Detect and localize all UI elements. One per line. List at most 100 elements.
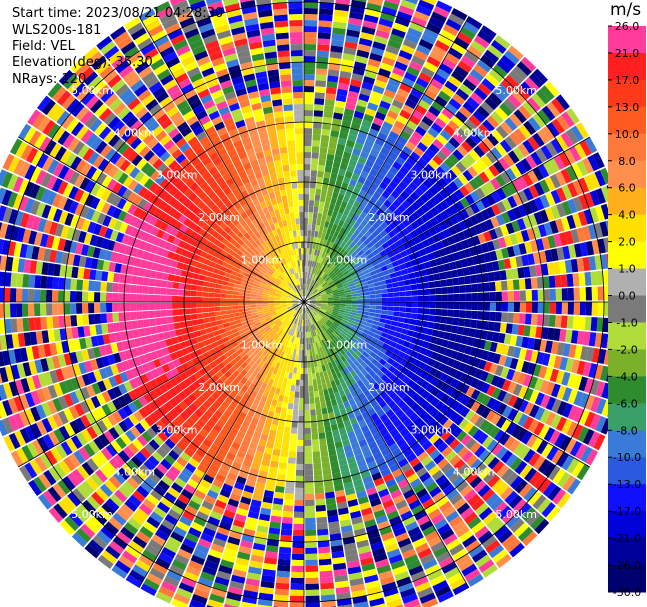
velocity-bin (256, 297, 263, 300)
velocity-bin (172, 288, 179, 296)
velocity-bin (232, 294, 239, 299)
velocity-bin (501, 379, 512, 392)
velocity-bin (412, 264, 420, 272)
velocity-bin (323, 202, 330, 210)
velocity-bin (4, 303, 11, 318)
velocity-bin (475, 187, 486, 200)
velocity-bin (363, 302, 370, 306)
velocity-bin (464, 375, 474, 386)
velocity-bin (337, 421, 345, 430)
velocity-bin (314, 92, 325, 100)
velocity-bin (417, 451, 429, 462)
velocity-bin (318, 14, 333, 22)
velocity-bin (313, 308, 320, 313)
velocity-bin (333, 302, 340, 304)
velocity-bin (495, 174, 507, 187)
velocity-bin (337, 263, 344, 270)
velocity-bin (359, 252, 367, 260)
velocity-bin (316, 284, 321, 290)
velocity-bin (418, 120, 431, 132)
velocity-bin (537, 164, 550, 179)
velocity-bin (568, 344, 577, 358)
velocity-bin (448, 471, 461, 484)
velocity-bin (166, 309, 173, 317)
velocity-bin (435, 257, 443, 266)
velocity-bin (366, 486, 378, 496)
velocity-bin (500, 171, 512, 184)
velocity-bin (356, 216, 364, 225)
velocity-bin (350, 346, 358, 353)
velocity-bin (100, 281, 107, 292)
velocity-bin (393, 208, 402, 218)
velocity-bin (305, 260, 309, 267)
velocity-bin (327, 184, 335, 192)
velocity-bin (220, 310, 227, 316)
velocity-bin (417, 420, 428, 431)
velocity-bin (409, 318, 417, 326)
velocity-bin (318, 26, 332, 34)
velocity-bin (327, 295, 334, 299)
velocity-bin (311, 224, 316, 231)
velocity-bin (328, 280, 335, 286)
velocity-bin (510, 475, 524, 490)
velocity-bin (384, 0, 401, 5)
velocity-bin (323, 388, 329, 396)
velocity-bin (464, 217, 474, 228)
velocity-bin (399, 82, 412, 93)
velocity-bin (314, 306, 321, 311)
velocity-bin (388, 329, 396, 336)
velocity-bin (475, 320, 484, 330)
velocity-bin (438, 479, 452, 491)
velocity-bin (304, 349, 307, 356)
velocity-bin (64, 290, 71, 302)
velocity-bin (345, 296, 352, 300)
velocity-bin (388, 151, 399, 161)
velocity-bin (326, 369, 332, 377)
velocity-bin (304, 260, 306, 267)
velocity-bin (595, 398, 607, 415)
velocity-bin (344, 310, 351, 315)
velocity-bin (545, 381, 556, 396)
velocity-bin (370, 446, 381, 456)
velocity-bin (341, 330, 348, 336)
velocity-bin (480, 209, 490, 221)
velocity-bin (517, 143, 530, 158)
velocity-bin (391, 360, 400, 369)
velocity-bin (304, 74, 315, 81)
velocity-bin (321, 299, 328, 301)
velocity-bin (307, 306, 313, 312)
velocity-bin (305, 493, 315, 500)
velocity-bin (279, 456, 288, 464)
velocity-bin (460, 55, 476, 69)
velocity-bin (226, 294, 233, 299)
velocity-bin (376, 225, 384, 234)
velocity-bin (154, 317, 162, 326)
velocity-bin (304, 433, 312, 440)
velocity-bin (513, 128, 527, 143)
velocity-bin (306, 343, 310, 350)
velocity-bin (392, 22, 408, 33)
velocity-bin (160, 302, 167, 310)
velocity-bin (380, 467, 392, 477)
velocity-bin (397, 213, 407, 223)
velocity-bin (444, 466, 457, 479)
velocity-bin (444, 375, 454, 386)
velocity-bin (416, 141, 428, 153)
velocity-bin (275, 576, 290, 584)
velocity-bin (166, 288, 173, 296)
velocity-bin (396, 10, 413, 22)
velocity-bin (419, 347, 428, 356)
velocity-bin (421, 33, 437, 45)
velocity-bin (535, 89, 551, 105)
velocity-bin (379, 100, 391, 110)
velocity-bin (418, 38, 434, 51)
velocity-bin (357, 302, 364, 305)
velocity-bin (467, 425, 479, 438)
velocity-bin (391, 99, 404, 110)
velocity-bin (408, 272, 416, 279)
velocity-bin (323, 259, 328, 266)
velocity-bin (339, 248, 346, 256)
velocity-bin (394, 473, 406, 484)
velocity-bin (554, 432, 566, 448)
velocity-bin (441, 309, 448, 317)
